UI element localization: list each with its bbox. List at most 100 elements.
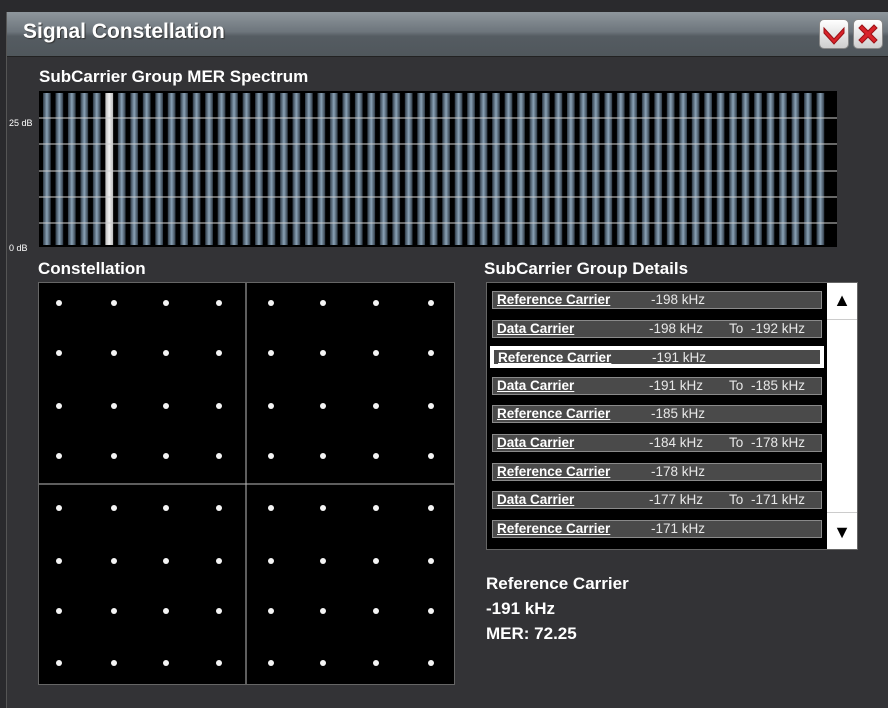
detail-row[interactable]: Reference Carrier -171 kHz xyxy=(492,519,822,538)
constellation-point xyxy=(56,453,62,459)
constellation-point xyxy=(320,660,326,666)
spectrum-bar xyxy=(417,93,426,245)
constellation-point xyxy=(163,403,169,409)
constellation-point xyxy=(216,505,222,511)
detail-row[interactable]: Data Carrier -198 kHz To -192 kHz xyxy=(492,319,822,338)
spectrum-bar xyxy=(167,93,176,245)
detail-row-kind: Reference Carrier xyxy=(497,520,611,536)
spectrum-bar xyxy=(691,93,700,245)
constellation-point xyxy=(163,350,169,356)
spectrum-bar xyxy=(604,93,613,245)
spectrum-bar xyxy=(67,93,76,245)
detail-row[interactable]: Reference Carrier -191 kHz xyxy=(492,348,822,367)
spectrum-bar xyxy=(816,93,825,245)
spectrum-bar xyxy=(142,93,151,245)
spectrum-y-bottom-label: 0 dB xyxy=(9,243,28,253)
constellation-title: Constellation xyxy=(38,259,146,278)
spectrum-bar xyxy=(567,93,575,245)
details-scrollbar[interactable]: ▲ ▼ xyxy=(827,283,857,549)
detail-row[interactable]: Reference Carrier -185 kHz xyxy=(492,405,822,424)
spectrum-bar xyxy=(367,93,376,245)
title-bar: Signal Constellation xyxy=(7,12,888,57)
spectrum-bar xyxy=(117,93,126,245)
constellation-plot xyxy=(38,282,455,685)
detail-row[interactable]: Reference Carrier -178 kHz xyxy=(492,462,822,481)
selected-kind: Reference Carrier xyxy=(486,574,629,593)
constellation-point xyxy=(56,660,62,666)
spectrum-bar xyxy=(354,93,363,245)
detail-row-freq: -184 kHz xyxy=(649,435,704,450)
constellation-point xyxy=(373,608,379,614)
spectrum-bar xyxy=(442,93,450,245)
constellation-point xyxy=(111,558,117,564)
constellation-point xyxy=(428,505,434,511)
spectrum-bar xyxy=(155,93,164,245)
detail-row-kind: Data Carrier xyxy=(497,320,575,336)
constellation-point xyxy=(320,505,326,511)
spectrum-bar xyxy=(379,93,388,245)
detail-row-kind: Reference Carrier xyxy=(497,463,611,479)
constellation-point xyxy=(428,558,434,564)
constellation-point xyxy=(268,505,274,511)
constellation-point xyxy=(373,453,379,459)
detail-row-freq: -185 kHz xyxy=(651,406,706,422)
spectrum-bar xyxy=(255,93,263,245)
detail-row-kind: Reference Carrier xyxy=(497,406,611,422)
constellation-point xyxy=(111,453,117,459)
constellation-point xyxy=(56,505,62,511)
detail-row-to: To xyxy=(729,377,744,393)
constellation-point xyxy=(428,660,434,666)
spectrum-bar xyxy=(230,93,238,245)
mer-spectrum-plot[interactable] xyxy=(39,91,837,247)
spectrum-bar xyxy=(741,93,750,245)
minimize-button[interactable] xyxy=(819,19,849,49)
constellation-point xyxy=(111,505,117,511)
scroll-down-button[interactable]: ▼ xyxy=(827,515,857,549)
spectrum-bar xyxy=(492,93,500,245)
constellation-point xyxy=(268,660,274,666)
detail-row-freq: -177 kHz xyxy=(649,492,704,508)
detail-row[interactable]: Data Carrier -177 kHz To -171 kHz xyxy=(492,491,822,510)
detail-row-kind: Data Carrier xyxy=(497,492,575,508)
spectrum-bar xyxy=(729,93,737,245)
spectrum-bar xyxy=(704,93,712,245)
constellation-point xyxy=(373,660,379,666)
spectrum-bar xyxy=(504,93,513,245)
spectrum-bar xyxy=(804,93,812,245)
spectrum-bar xyxy=(591,93,600,245)
constellation-point xyxy=(428,403,434,409)
constellation-point xyxy=(216,608,222,614)
constellation-point xyxy=(163,300,169,306)
spectrum-bar xyxy=(329,93,338,245)
spectrum-bar xyxy=(529,93,538,245)
spectrum-bar xyxy=(429,93,438,245)
detail-row[interactable]: Data Carrier -191 kHz To -185 kHz xyxy=(492,376,822,395)
spectrum-bar xyxy=(479,93,488,245)
constellation-point xyxy=(56,608,62,614)
spectrum-bar xyxy=(92,93,101,245)
detail-row[interactable]: Data Carrier -184 kHz To -178 kHz xyxy=(492,434,822,452)
spectrum-bar xyxy=(766,93,775,245)
constellation-point xyxy=(216,350,222,356)
detail-row-kind: Data Carrier xyxy=(497,435,575,450)
spectrum-bar xyxy=(180,93,188,245)
spectrum-bar xyxy=(579,93,588,245)
constellation-point xyxy=(111,300,117,306)
spectrum-bar xyxy=(217,93,226,245)
constellation-point xyxy=(216,300,222,306)
detail-row[interactable]: Reference Carrier -198 kHz xyxy=(492,291,822,309)
detail-row-kind: Reference Carrier xyxy=(498,350,612,366)
selected-mer: MER: 72.25 xyxy=(486,624,577,643)
spectrum-bar xyxy=(55,93,64,245)
spectrum-bar xyxy=(205,93,213,245)
close-button[interactable] xyxy=(853,19,883,49)
constellation-point xyxy=(320,300,326,306)
constellation-point xyxy=(268,608,274,614)
constellation-point xyxy=(320,453,326,459)
spectrum-bar xyxy=(342,93,351,245)
spectrum-bar xyxy=(305,93,313,245)
scroll-track[interactable] xyxy=(827,319,857,513)
scroll-up-button[interactable]: ▲ xyxy=(827,283,857,317)
constellation-point xyxy=(373,403,379,409)
constellation-point xyxy=(163,505,169,511)
